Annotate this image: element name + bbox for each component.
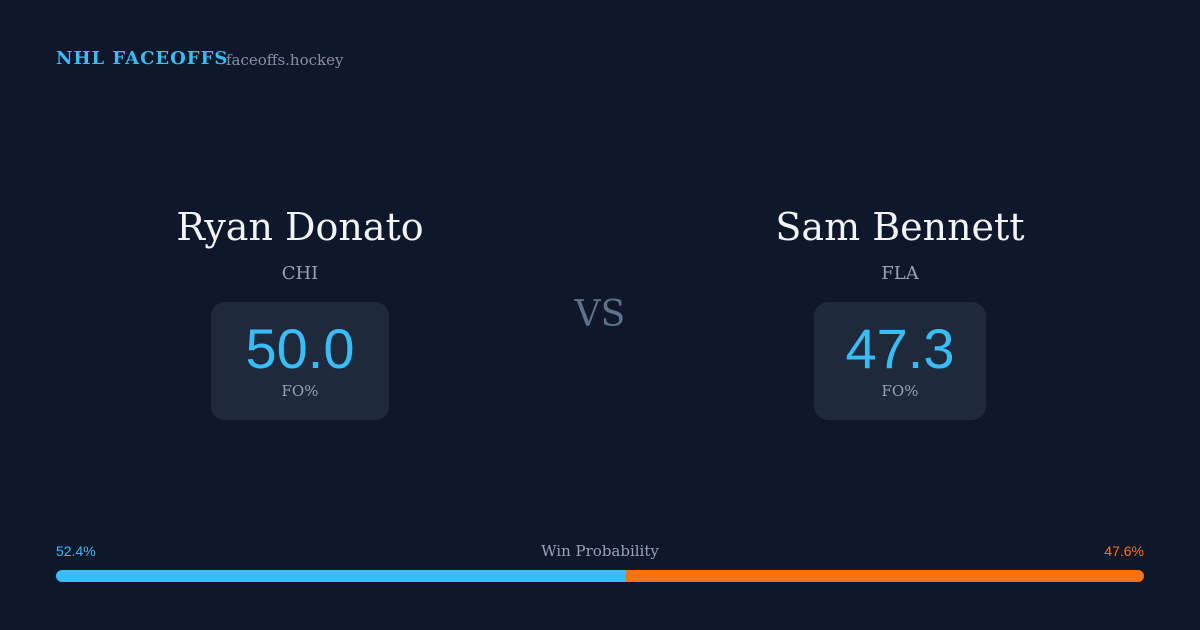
probability-label: 47.6% — [1104, 543, 1144, 559]
vs: VS — [574, 294, 626, 335]
player-name: Ryan Donato — [176, 205, 424, 249]
team: FLA — [881, 263, 919, 284]
probability-bar — [56, 570, 1144, 582]
team: CHI — [281, 263, 319, 284]
site-url: faceoffs.hockey — [226, 51, 344, 69]
stat-card: 47.3 FO% — [814, 302, 986, 420]
stat-card: 50.0 FO% — [211, 302, 389, 420]
fo-value: 47.3 — [845, 317, 955, 380]
player-name: Sam Bennett — [775, 205, 1025, 249]
probability-segment — [626, 570, 1144, 582]
fo-label: FO% — [881, 382, 919, 400]
win-probability-title: Win Probability — [541, 542, 659, 560]
probability-label: 52.4% — [56, 543, 96, 559]
fo-value: 50.0 — [245, 317, 355, 380]
brand: NHL FACEOFFS — [56, 48, 229, 69]
fo-label: FO% — [281, 382, 319, 400]
probability-segment — [56, 570, 627, 582]
